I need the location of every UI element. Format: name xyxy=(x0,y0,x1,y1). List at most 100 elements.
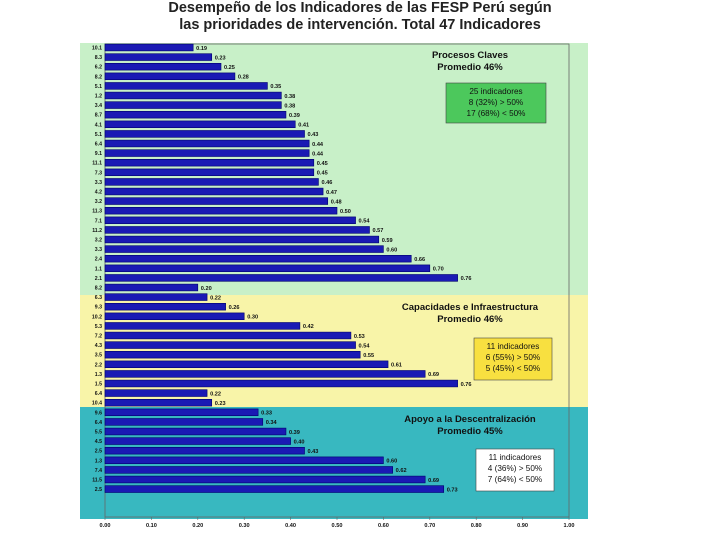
bar-value-label: 0.47 xyxy=(326,190,337,196)
x-tick-label: 0.30 xyxy=(239,523,250,529)
bar-value-label: 0.61 xyxy=(391,363,402,369)
group-average: Promedio 46% xyxy=(437,62,503,73)
bar xyxy=(104,168,315,176)
bar xyxy=(104,139,310,148)
bar xyxy=(104,226,370,234)
bar-value-label: 0.70 xyxy=(433,267,444,273)
category-label: 6.2 xyxy=(95,65,102,71)
bar xyxy=(104,111,287,119)
bar-value-label: 0.60 xyxy=(386,247,397,253)
bar-value-label: 0.50 xyxy=(340,209,351,215)
x-tick-label: 0.90 xyxy=(517,523,528,529)
bar xyxy=(104,197,329,205)
category-label: 11.3 xyxy=(92,209,102,215)
category-label: 1.2 xyxy=(95,94,102,100)
bar xyxy=(104,408,259,416)
bar xyxy=(104,331,352,340)
bar xyxy=(104,120,296,129)
bar xyxy=(104,485,445,493)
bar-value-label: 0.25 xyxy=(224,65,235,71)
category-label: 5.1 xyxy=(95,132,102,138)
bar xyxy=(104,130,305,138)
bar xyxy=(104,149,310,157)
category-label: 11.1 xyxy=(92,161,102,167)
bar-value-label: 0.34 xyxy=(266,420,278,426)
bar-value-label: 0.45 xyxy=(317,171,328,177)
bar xyxy=(104,53,213,61)
category-label: 9.3 xyxy=(95,305,102,311)
group-note-line: 17 (68%) < 50% xyxy=(467,109,526,118)
group-note-line: 6 (55%) > 50% xyxy=(486,353,540,362)
category-label: 5.1 xyxy=(95,84,102,90)
bar-value-label: 0.26 xyxy=(229,305,240,311)
x-tick-label: 0.80 xyxy=(471,523,482,529)
bar-value-label: 0.54 xyxy=(359,343,371,349)
category-label: 1.1 xyxy=(95,266,102,272)
group-note-box xyxy=(473,337,553,381)
bar xyxy=(104,283,199,292)
category-label: 10.2 xyxy=(92,314,102,320)
bar xyxy=(104,322,301,330)
group-note-line: 5 (45%) < 50% xyxy=(486,364,540,373)
bar-value-label: 0.69 xyxy=(428,372,439,378)
category-label: 1.3 xyxy=(95,458,102,464)
category-label: 5.3 xyxy=(95,324,102,330)
category-label: 9.6 xyxy=(95,410,102,416)
category-label: 8.3 xyxy=(95,55,102,61)
category-label: 3.2 xyxy=(95,238,102,244)
bar xyxy=(104,475,426,484)
bar xyxy=(104,350,361,359)
bar-value-label: 0.28 xyxy=(238,75,249,81)
group-note-line: 11 indicadores xyxy=(487,342,540,351)
bar-value-label: 0.38 xyxy=(284,94,295,100)
bar-value-label: 0.20 xyxy=(201,286,212,292)
bar-value-label: 0.46 xyxy=(321,180,332,186)
bar xyxy=(104,62,222,71)
bar xyxy=(104,398,213,407)
category-label: 3.4 xyxy=(95,103,102,109)
bar-value-label: 0.54 xyxy=(359,219,371,225)
x-tick-label: 1.00 xyxy=(564,523,575,529)
category-label: 1.5 xyxy=(95,382,102,388)
bar-value-label: 0.66 xyxy=(414,257,425,263)
category-label: 2.4 xyxy=(95,257,102,263)
bar-value-label: 0.22 xyxy=(210,391,221,397)
bar xyxy=(104,341,356,349)
category-label: 2.2 xyxy=(95,362,102,368)
category-label: 3.5 xyxy=(95,353,102,359)
category-label: 1.3 xyxy=(95,372,102,378)
category-label: 2.5 xyxy=(95,449,102,455)
category-label: 4.5 xyxy=(95,439,102,445)
category-label: 7.1 xyxy=(95,218,102,224)
bar xyxy=(104,466,393,474)
bar-value-label: 0.44 xyxy=(312,142,324,148)
bar xyxy=(104,82,268,90)
bar-value-label: 0.76 xyxy=(461,276,472,282)
bar-value-label: 0.43 xyxy=(308,132,319,138)
bar-value-label: 0.42 xyxy=(303,324,314,330)
bar xyxy=(104,43,194,52)
x-tick-label: 0.50 xyxy=(332,523,343,529)
category-label: 11.5 xyxy=(92,478,102,484)
bar xyxy=(104,91,282,100)
category-label: 6.4 xyxy=(95,391,102,397)
bar-value-label: 0.59 xyxy=(382,238,393,244)
group-note-box xyxy=(475,448,555,492)
category-label: 8.2 xyxy=(95,286,102,292)
bar xyxy=(104,427,287,436)
category-label: 2.1 xyxy=(95,276,102,282)
bar-value-label: 0.48 xyxy=(331,199,342,205)
group-note-box xyxy=(445,82,547,124)
group-note-line: 8 (32%) > 50% xyxy=(469,98,523,107)
category-label: 3.3 xyxy=(95,247,102,253)
bar-value-label: 0.30 xyxy=(247,315,258,321)
chart-title-line1: Desempeño de los Indicadores de las FESP… xyxy=(168,0,552,16)
bar xyxy=(104,379,458,388)
bar-value-label: 0.22 xyxy=(210,295,221,301)
bar xyxy=(104,159,315,167)
category-label: 6.4 xyxy=(95,420,102,426)
bar-value-label: 0.62 xyxy=(396,468,407,474)
category-label: 4.2 xyxy=(95,190,102,196)
bar xyxy=(104,293,208,301)
bar xyxy=(104,264,431,272)
